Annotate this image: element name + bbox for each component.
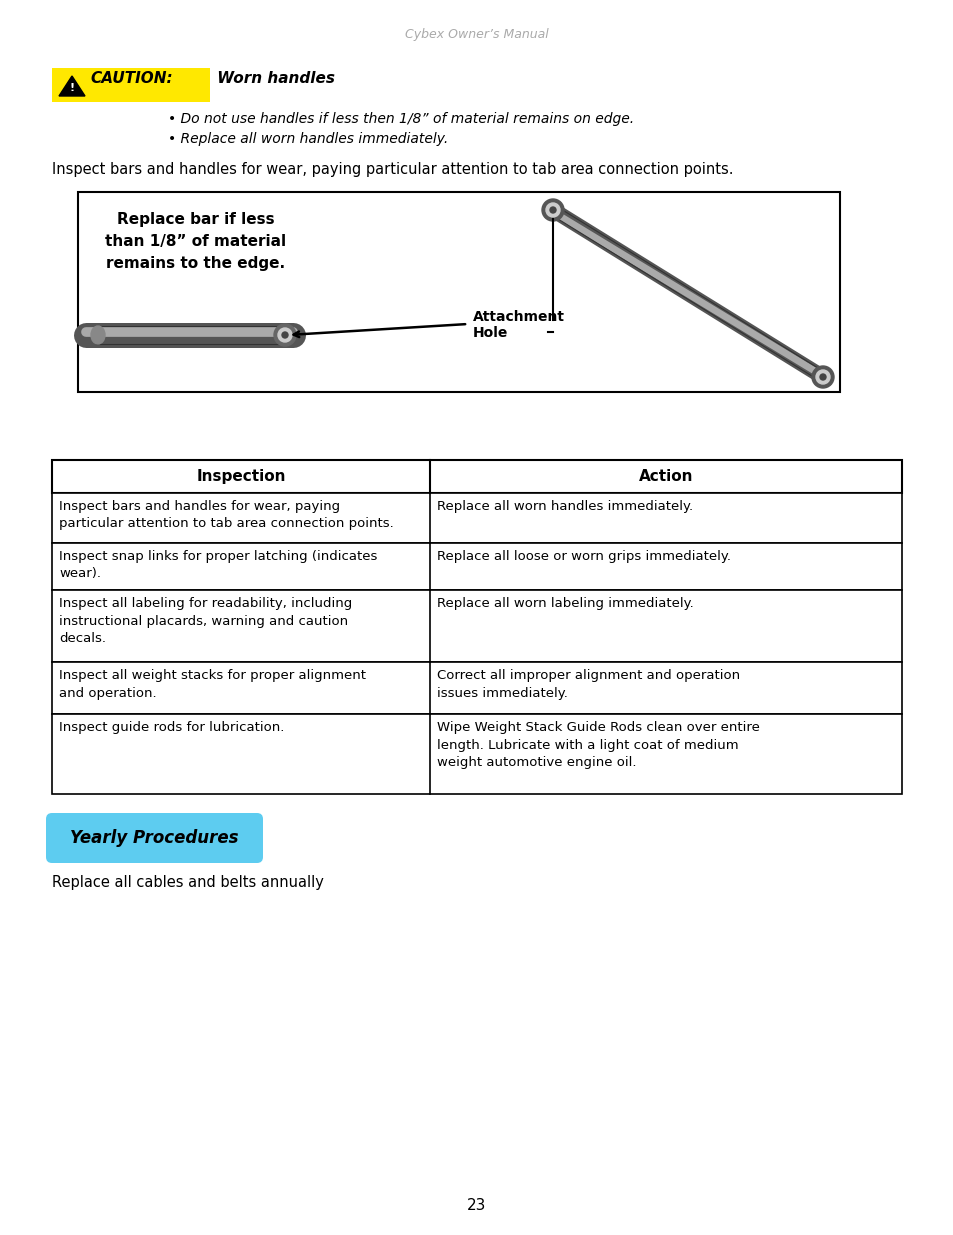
Bar — [52, 543, 901, 590]
Circle shape — [274, 324, 295, 346]
FancyBboxPatch shape — [52, 68, 210, 103]
Text: Replace all worn handles immediately.: Replace all worn handles immediately. — [436, 500, 693, 513]
Text: CAUTION:: CAUTION: — [90, 70, 172, 86]
Text: Inspect bars and handles for wear, paying
particular attention to tab area conne: Inspect bars and handles for wear, payin… — [59, 500, 394, 531]
Polygon shape — [59, 77, 85, 96]
Text: Cybex Owner’s Manual: Cybex Owner’s Manual — [405, 28, 548, 41]
Circle shape — [820, 374, 825, 380]
Text: Replace all cables and belts annually: Replace all cables and belts annually — [52, 876, 323, 890]
Circle shape — [541, 199, 563, 221]
Text: Wipe Weight Stack Guide Rods clean over entire
length. Lubricate with a light co: Wipe Weight Stack Guide Rods clean over … — [436, 721, 760, 769]
Bar — [52, 459, 901, 493]
Text: Action: Action — [639, 469, 693, 484]
Text: Worn handles: Worn handles — [212, 70, 335, 86]
Circle shape — [815, 370, 829, 384]
Text: Inspect guide rods for lubrication.: Inspect guide rods for lubrication. — [59, 721, 284, 734]
Text: Inspect all weight stacks for proper alignment
and operation.: Inspect all weight stacks for proper ali… — [59, 669, 366, 699]
FancyBboxPatch shape — [46, 813, 263, 863]
Text: Replace all worn labeling immediately.: Replace all worn labeling immediately. — [436, 597, 693, 610]
Bar — [52, 590, 901, 662]
Text: Replace all loose or worn grips immediately.: Replace all loose or worn grips immediat… — [436, 550, 731, 563]
Bar — [78, 191, 840, 391]
Text: Attachment
Hole: Attachment Hole — [473, 310, 564, 340]
Circle shape — [282, 332, 288, 338]
Text: • Replace all worn handles immediately.: • Replace all worn handles immediately. — [168, 132, 448, 146]
Circle shape — [550, 207, 556, 212]
Circle shape — [811, 366, 833, 388]
Circle shape — [277, 329, 292, 342]
Text: Yearly Procedures: Yearly Procedures — [70, 829, 238, 847]
Text: !: ! — [70, 83, 74, 93]
Text: Inspect snap links for proper latching (indicates
wear).: Inspect snap links for proper latching (… — [59, 550, 377, 580]
Text: Inspection: Inspection — [196, 469, 286, 484]
Text: Inspect bars and handles for wear, paying particular attention to tab area conne: Inspect bars and handles for wear, payin… — [52, 162, 733, 177]
Bar — [52, 662, 901, 714]
Circle shape — [545, 203, 559, 217]
Text: 23: 23 — [467, 1198, 486, 1213]
Text: Inspect all labeling for readability, including
instructional placards, warning : Inspect all labeling for readability, in… — [59, 597, 352, 645]
Bar — [52, 714, 901, 794]
Text: • Do not use handles if less then 1/8” of material remains on edge.: • Do not use handles if less then 1/8” o… — [168, 112, 634, 126]
Text: Replace bar if less
than 1/8” of material
remains to the edge.: Replace bar if less than 1/8” of materia… — [106, 212, 286, 272]
Bar — [52, 493, 901, 543]
Ellipse shape — [91, 326, 105, 345]
Text: Correct all improper alignment and operation
issues immediately.: Correct all improper alignment and opera… — [436, 669, 740, 699]
